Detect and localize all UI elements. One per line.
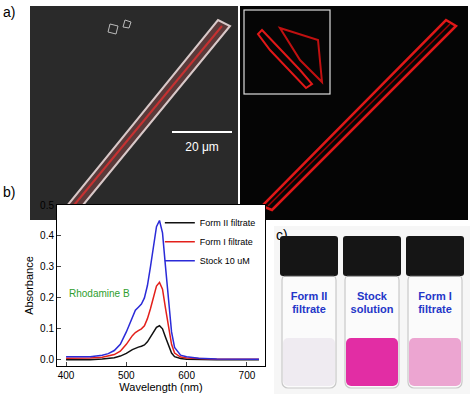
svg-text:500: 500 xyxy=(118,370,135,381)
svg-text:c): c) xyxy=(276,227,288,243)
svg-text:filtrate: filtrate xyxy=(418,303,452,315)
svg-text:solution: solution xyxy=(351,303,394,315)
svg-text:0.0: 0.0 xyxy=(40,354,54,365)
svg-text:Stock: Stock xyxy=(357,290,388,302)
svg-text:Rhodamine B: Rhodamine B xyxy=(69,288,130,299)
svg-text:filtrate: filtrate xyxy=(292,303,326,315)
svg-text:Wavelength (nm): Wavelength (nm) xyxy=(119,381,202,393)
svg-text:Form I filtrate: Form I filtrate xyxy=(200,237,253,247)
svg-text:0.4: 0.4 xyxy=(40,230,54,241)
svg-text:600: 600 xyxy=(178,370,195,381)
svg-text:Form I: Form I xyxy=(418,290,452,302)
svg-text:Absorbance: Absorbance xyxy=(23,256,35,315)
svg-text:700: 700 xyxy=(239,370,256,381)
svg-text:0.5: 0.5 xyxy=(40,200,54,211)
svg-text:b): b) xyxy=(3,184,15,200)
svg-text:Form II filtrate: Form II filtrate xyxy=(200,218,256,228)
svg-text:0.2: 0.2 xyxy=(40,292,54,303)
svg-text:0.3: 0.3 xyxy=(40,261,54,272)
svg-text:0.1: 0.1 xyxy=(40,323,54,334)
svg-text:20 μm: 20 μm xyxy=(185,140,219,154)
svg-text:a): a) xyxy=(3,4,15,20)
svg-text:400: 400 xyxy=(58,370,75,381)
svg-text:Form II: Form II xyxy=(291,290,328,302)
svg-text:Stock 10 uM: Stock 10 uM xyxy=(200,256,250,266)
